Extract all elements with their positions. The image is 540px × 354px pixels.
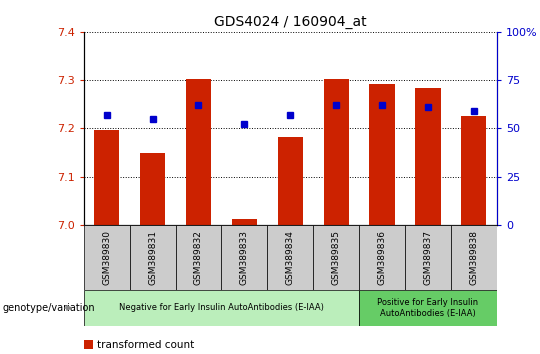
FancyBboxPatch shape	[359, 290, 497, 326]
Text: GSM389833: GSM389833	[240, 230, 249, 285]
Text: GSM389831: GSM389831	[148, 230, 157, 285]
Text: Positive for Early Insulin
AutoAntibodies (E-IAA): Positive for Early Insulin AutoAntibodie…	[377, 298, 478, 318]
Text: GSM389832: GSM389832	[194, 230, 203, 285]
Text: GSM389830: GSM389830	[102, 230, 111, 285]
Text: transformed count: transformed count	[97, 340, 194, 350]
Text: GSM389834: GSM389834	[286, 230, 295, 285]
Bar	[278, 137, 303, 225]
Bar	[369, 84, 395, 225]
Bar	[186, 79, 211, 225]
Bar	[461, 116, 487, 225]
Text: GSM389835: GSM389835	[332, 230, 341, 285]
FancyBboxPatch shape	[359, 225, 405, 290]
FancyBboxPatch shape	[313, 225, 359, 290]
Text: GSM389836: GSM389836	[377, 230, 387, 285]
Bar	[140, 153, 165, 225]
FancyBboxPatch shape	[130, 225, 176, 290]
FancyBboxPatch shape	[451, 225, 497, 290]
FancyBboxPatch shape	[84, 290, 359, 326]
Text: Negative for Early Insulin AutoAntibodies (E-IAA): Negative for Early Insulin AutoAntibodie…	[119, 303, 324, 313]
FancyBboxPatch shape	[176, 225, 221, 290]
Text: GSM389837: GSM389837	[423, 230, 433, 285]
FancyBboxPatch shape	[84, 225, 130, 290]
Bar	[232, 218, 257, 225]
Bar	[323, 79, 349, 225]
Title: GDS4024 / 160904_at: GDS4024 / 160904_at	[214, 16, 367, 29]
Text: GSM389838: GSM389838	[469, 230, 478, 285]
FancyBboxPatch shape	[405, 225, 451, 290]
FancyBboxPatch shape	[221, 225, 267, 290]
Text: genotype/variation: genotype/variation	[3, 303, 96, 313]
Bar	[415, 88, 441, 225]
Bar	[94, 130, 119, 225]
FancyBboxPatch shape	[267, 225, 313, 290]
